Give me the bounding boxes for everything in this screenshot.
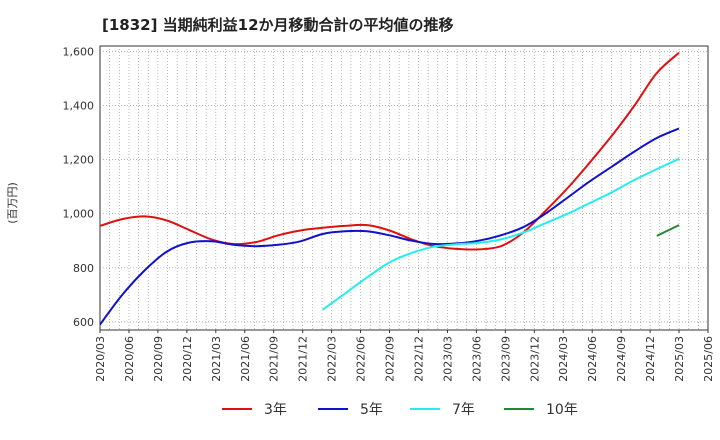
chart-title: [1832] 当期純利益12か月移動合計の平均値の推移	[102, 16, 454, 34]
x-tick-label: 2020/12	[181, 336, 194, 382]
x-tick-label: 2021/06	[239, 336, 252, 382]
x-tick-label: 2024/06	[586, 336, 599, 382]
x-tick-label: 2023/06	[470, 336, 483, 382]
y-tick-label: 800	[73, 262, 94, 275]
legend-label: 3年	[264, 402, 287, 418]
y-tick-label: 1,600	[63, 45, 95, 58]
x-tick-label: 2021/09	[268, 336, 281, 382]
x-tick-label: 2020/09	[152, 336, 165, 382]
y-tick-label: 1,200	[63, 154, 95, 167]
series-line-3	[322, 157, 680, 311]
series-line-1	[100, 52, 680, 251]
x-tick-label: 2023/09	[499, 336, 512, 382]
x-tick-label: 2025/06	[702, 336, 715, 382]
legend: 3年 5年 7年 10年	[222, 402, 578, 418]
series-line-2	[100, 127, 680, 326]
x-tick-label: 2024/09	[615, 336, 628, 382]
x-tick-label: 2023/12	[528, 336, 541, 382]
x-tick-label: 2020/06	[123, 336, 136, 382]
y-tick-label: 1,000	[63, 208, 95, 221]
y-tick-label: 1,400	[63, 100, 95, 113]
y-tick-label: 600	[73, 316, 94, 329]
x-tick-label: 2022/09	[384, 336, 397, 382]
x-tick-label: 2023/03	[441, 336, 454, 382]
x-tick-label: 2021/12	[297, 336, 310, 382]
x-tick-label: 2024/03	[557, 336, 570, 382]
legend-label: 7年	[452, 402, 475, 418]
x-tick-label: 2021/03	[210, 336, 223, 382]
series-line-4	[656, 224, 680, 237]
x-tick-label: 2022/06	[355, 336, 368, 382]
legend-label: 5年	[360, 402, 383, 418]
y-axis-label: (百万円)	[6, 182, 19, 224]
x-tick-label: 2022/03	[326, 336, 339, 382]
x-tick-label: 2022/12	[412, 336, 425, 382]
legend-label: 10年	[546, 402, 578, 418]
x-tick-label: 2020/03	[94, 336, 107, 382]
x-tick-label: 2025/03	[673, 336, 686, 382]
x-tick-label: 2024/12	[644, 336, 657, 382]
plot-frame	[99, 45, 709, 331]
plot-area: 600 800 1,000 1,200 1,400 1,600 2020/03 2020/06…	[63, 45, 716, 381]
